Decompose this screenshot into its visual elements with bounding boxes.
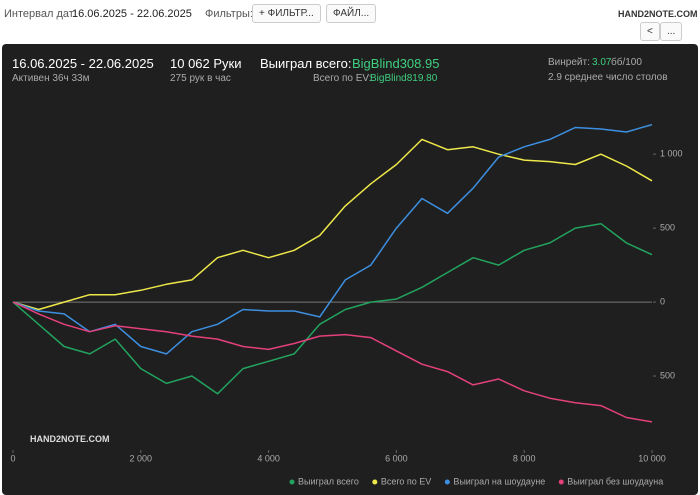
y-tick-label: 0: [660, 296, 665, 306]
legend-label: Выиграл без шоудауна: [567, 476, 663, 486]
legend-dot: [444, 479, 450, 485]
y-tick-label: 500: [660, 370, 675, 380]
ev-label: Всего по EV:: [313, 73, 372, 84]
filter-text: ФИЛЬТР...: [267, 8, 314, 19]
tables: 2.9 среднее число столов: [548, 72, 668, 83]
x-tick-label: 4 000: [257, 453, 280, 463]
winrate-label: Винрейт:: [548, 57, 590, 68]
legend-dot: [558, 479, 564, 485]
file-button[interactable]: ФАЙЛ...: [326, 4, 377, 23]
legend-label: Выиграл всего: [298, 476, 359, 486]
y-tick-label: 500: [660, 223, 675, 233]
x-tick-label: 10 000: [638, 453, 666, 463]
active-time: Активен 36ч 33м: [12, 73, 90, 84]
legend-dot: [372, 479, 378, 485]
more-button[interactable]: ...: [660, 22, 683, 41]
filters-label: Фильтры:: [205, 8, 253, 20]
legend-label: Выиграл на шоудауне: [453, 476, 545, 486]
x-tick-label: 2 000: [130, 453, 153, 463]
won-value: BigBlind308.95: [352, 56, 440, 71]
ev-value: BigBlind819.80: [370, 73, 438, 84]
legend-dot: [289, 479, 295, 485]
x-tick-label: 6 000: [385, 453, 408, 463]
series-line: [12, 138, 653, 311]
hands-per-hour: 275 рук в час: [170, 73, 231, 84]
stats-panel: 16.06.2025 - 22.06.2025 Активен 36ч 33м …: [2, 44, 698, 495]
date-label: Интервал дат:: [4, 8, 77, 20]
date-picker[interactable]: 16.06.2025 - 22.06.2025: [72, 8, 192, 20]
series-line: [12, 123, 653, 355]
winrate-unit: бб/100: [611, 57, 642, 68]
logo: HAND2NOTE.COM: [618, 9, 698, 19]
legend-label: Всего по EV: [381, 476, 431, 486]
hands: 10 062 Руки: [170, 56, 242, 71]
watermark: HAND2NOTE.COM: [30, 434, 110, 444]
y-tick-label: 1 000: [660, 149, 683, 159]
winrate-value: 3.07: [592, 57, 612, 68]
filter-button[interactable]: + ФИЛЬТР...: [252, 4, 321, 23]
period: 16.06.2025 - 22.06.2025: [12, 56, 154, 71]
series-line: [12, 301, 653, 423]
series-line: [12, 222, 653, 395]
toolbar: Интервал дат: 16.06.2025 - 22.06.2025 Фи…: [0, 0, 700, 41]
x-tick-label: 8 000: [513, 453, 536, 463]
prev-button[interactable]: <: [640, 22, 660, 41]
won-label: Выиграл всего:: [260, 56, 352, 71]
x-tick-label: 0: [10, 453, 15, 463]
